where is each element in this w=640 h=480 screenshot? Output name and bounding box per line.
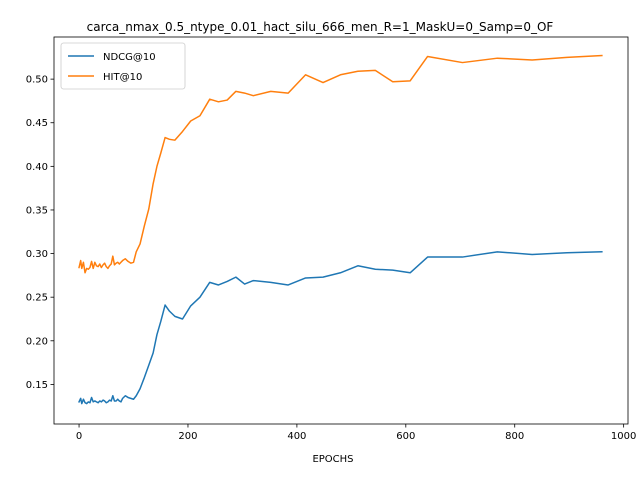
y-tick-label: 0.45 xyxy=(26,118,48,129)
series-line-hit xyxy=(78,54,603,274)
x-tick-label: 400 xyxy=(287,431,306,442)
x-tick-label: 800 xyxy=(505,431,524,442)
y-tick-label: 0.40 xyxy=(26,162,48,173)
x-tick-label: 1000 xyxy=(611,431,636,442)
legend-box xyxy=(60,42,186,90)
legend-label: HIT@10 xyxy=(103,72,142,83)
y-tick-label: 0.20 xyxy=(26,336,48,347)
y-tick-label: 0.15 xyxy=(26,380,48,391)
y-axis-ticks: 0.15 0.20 0.25 0.30 0.35 0.40 0.45 0.50 xyxy=(26,75,54,391)
y-tick-label: 0.25 xyxy=(26,293,48,304)
legend-label: NDCG@10 xyxy=(103,52,156,63)
x-axis-label: EPOCHS xyxy=(312,454,353,465)
x-tick-label: 600 xyxy=(396,431,415,442)
series-line-ndcg xyxy=(78,251,603,405)
chart-title: carca_nmax_0.5_ntype_0.01_hact_silu_666_… xyxy=(87,20,554,34)
x-axis-ticks: 0 200 400 600 800 1000 xyxy=(76,424,636,442)
y-tick-label: 0.50 xyxy=(26,75,48,86)
plot-area xyxy=(53,36,629,425)
y-tick-label: 0.35 xyxy=(26,205,48,216)
axes-frame xyxy=(53,36,629,425)
y-tick-label: 0.30 xyxy=(26,249,48,260)
legend: NDCG@10 HIT@10 xyxy=(60,42,186,90)
x-tick-label: 0 xyxy=(76,431,82,442)
x-tick-label: 200 xyxy=(178,431,197,442)
